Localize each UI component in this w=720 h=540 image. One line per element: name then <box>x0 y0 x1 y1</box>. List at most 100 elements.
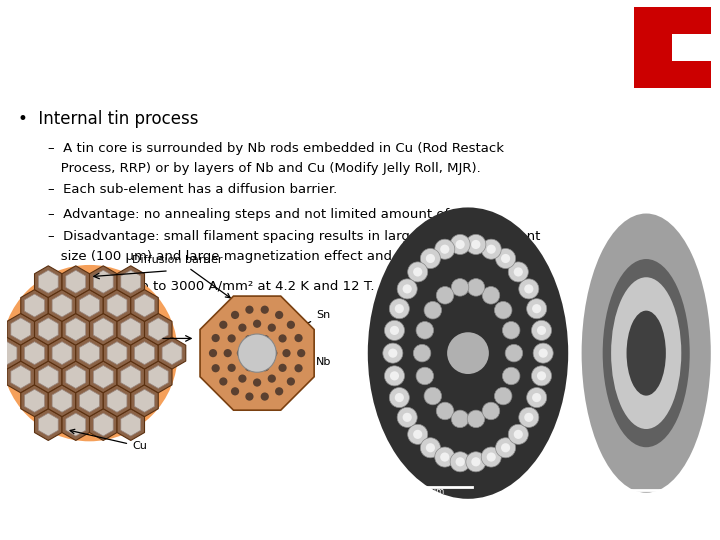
Circle shape <box>436 402 454 420</box>
Text: –  Disadvantage: small filament spacing results in large effective filament: – Disadvantage: small filament spacing r… <box>48 230 541 242</box>
Circle shape <box>472 457 480 467</box>
Polygon shape <box>11 318 31 341</box>
Circle shape <box>408 262 428 282</box>
Polygon shape <box>94 270 113 293</box>
Circle shape <box>487 245 496 254</box>
Text: Cu: Cu <box>70 429 147 451</box>
Circle shape <box>261 393 269 401</box>
Polygon shape <box>162 342 182 364</box>
Circle shape <box>390 372 399 381</box>
Polygon shape <box>94 413 113 436</box>
Text: for Accelerators: for Accelerators <box>11 44 88 53</box>
Ellipse shape <box>603 259 690 447</box>
Polygon shape <box>121 318 140 341</box>
Polygon shape <box>7 313 35 345</box>
Circle shape <box>420 438 441 458</box>
Polygon shape <box>89 266 117 298</box>
Text: Fundamental Accelerator Theory, Simulations and Measurement Lab – Michigan State: Fundamental Accelerator Theory, Simulati… <box>0 520 720 530</box>
Polygon shape <box>52 342 72 364</box>
Circle shape <box>253 320 261 328</box>
Polygon shape <box>131 385 158 417</box>
Polygon shape <box>35 409 62 441</box>
Circle shape <box>224 349 232 357</box>
Polygon shape <box>35 266 62 298</box>
Circle shape <box>466 452 486 472</box>
Ellipse shape <box>368 207 568 499</box>
Circle shape <box>436 287 454 304</box>
Polygon shape <box>121 366 140 388</box>
Circle shape <box>456 457 464 467</box>
Circle shape <box>402 285 412 294</box>
Polygon shape <box>7 361 35 393</box>
Circle shape <box>212 334 220 342</box>
Circle shape <box>397 279 417 299</box>
Text: of Nb₃Sn Multifilament Wires: of Nb₃Sn Multifilament Wires <box>135 64 613 92</box>
Circle shape <box>416 321 433 339</box>
Bar <box>634 6 711 33</box>
Ellipse shape <box>611 277 681 429</box>
Polygon shape <box>66 318 86 341</box>
Circle shape <box>212 364 220 373</box>
Circle shape <box>237 349 245 357</box>
Polygon shape <box>107 294 127 317</box>
Polygon shape <box>80 294 99 317</box>
Polygon shape <box>80 389 99 412</box>
Text: Process, RRP) or by layers of Nb and Cu (Modify Jelly Roll, MJR).: Process, RRP) or by layers of Nb and Cu … <box>48 162 481 175</box>
Text: Multifilament Wires Fabrication: Multifilament Wires Fabrication <box>114 24 634 52</box>
Circle shape <box>261 335 269 343</box>
Circle shape <box>495 248 516 268</box>
Polygon shape <box>24 389 45 412</box>
Circle shape <box>495 387 512 405</box>
Circle shape <box>238 323 246 332</box>
Circle shape <box>420 248 441 268</box>
Polygon shape <box>35 313 62 345</box>
Circle shape <box>526 388 546 408</box>
Polygon shape <box>121 413 140 436</box>
Circle shape <box>384 320 405 340</box>
Polygon shape <box>62 266 89 298</box>
Polygon shape <box>66 270 86 293</box>
Circle shape <box>246 393 253 401</box>
Circle shape <box>447 332 489 374</box>
Circle shape <box>435 447 455 467</box>
Bar <box>634 33 672 61</box>
Circle shape <box>261 306 269 314</box>
Circle shape <box>424 387 441 405</box>
Circle shape <box>238 334 276 372</box>
Polygon shape <box>52 294 72 317</box>
Circle shape <box>416 367 433 384</box>
Circle shape <box>209 349 217 357</box>
Polygon shape <box>117 409 145 441</box>
Polygon shape <box>62 409 89 441</box>
Circle shape <box>451 410 469 428</box>
Text: 25μm: 25μm <box>613 490 637 499</box>
Circle shape <box>395 393 404 402</box>
Circle shape <box>426 443 435 453</box>
Polygon shape <box>135 389 154 412</box>
Circle shape <box>505 345 523 362</box>
Circle shape <box>287 321 295 329</box>
Polygon shape <box>107 389 127 412</box>
Circle shape <box>532 304 541 313</box>
Circle shape <box>245 363 253 372</box>
Circle shape <box>481 239 501 259</box>
Polygon shape <box>80 342 99 364</box>
Circle shape <box>456 240 464 249</box>
Polygon shape <box>103 289 131 321</box>
Polygon shape <box>94 318 113 341</box>
Bar <box>634 61 711 88</box>
Polygon shape <box>200 296 314 410</box>
Polygon shape <box>76 289 103 321</box>
Polygon shape <box>103 385 131 417</box>
Polygon shape <box>145 361 172 393</box>
Polygon shape <box>148 366 168 388</box>
Polygon shape <box>158 338 186 369</box>
Polygon shape <box>24 294 45 317</box>
Circle shape <box>245 335 253 343</box>
Circle shape <box>402 413 412 422</box>
Circle shape <box>501 443 510 453</box>
Circle shape <box>466 234 486 254</box>
Circle shape <box>495 301 512 319</box>
Polygon shape <box>131 338 158 369</box>
Polygon shape <box>107 342 127 364</box>
